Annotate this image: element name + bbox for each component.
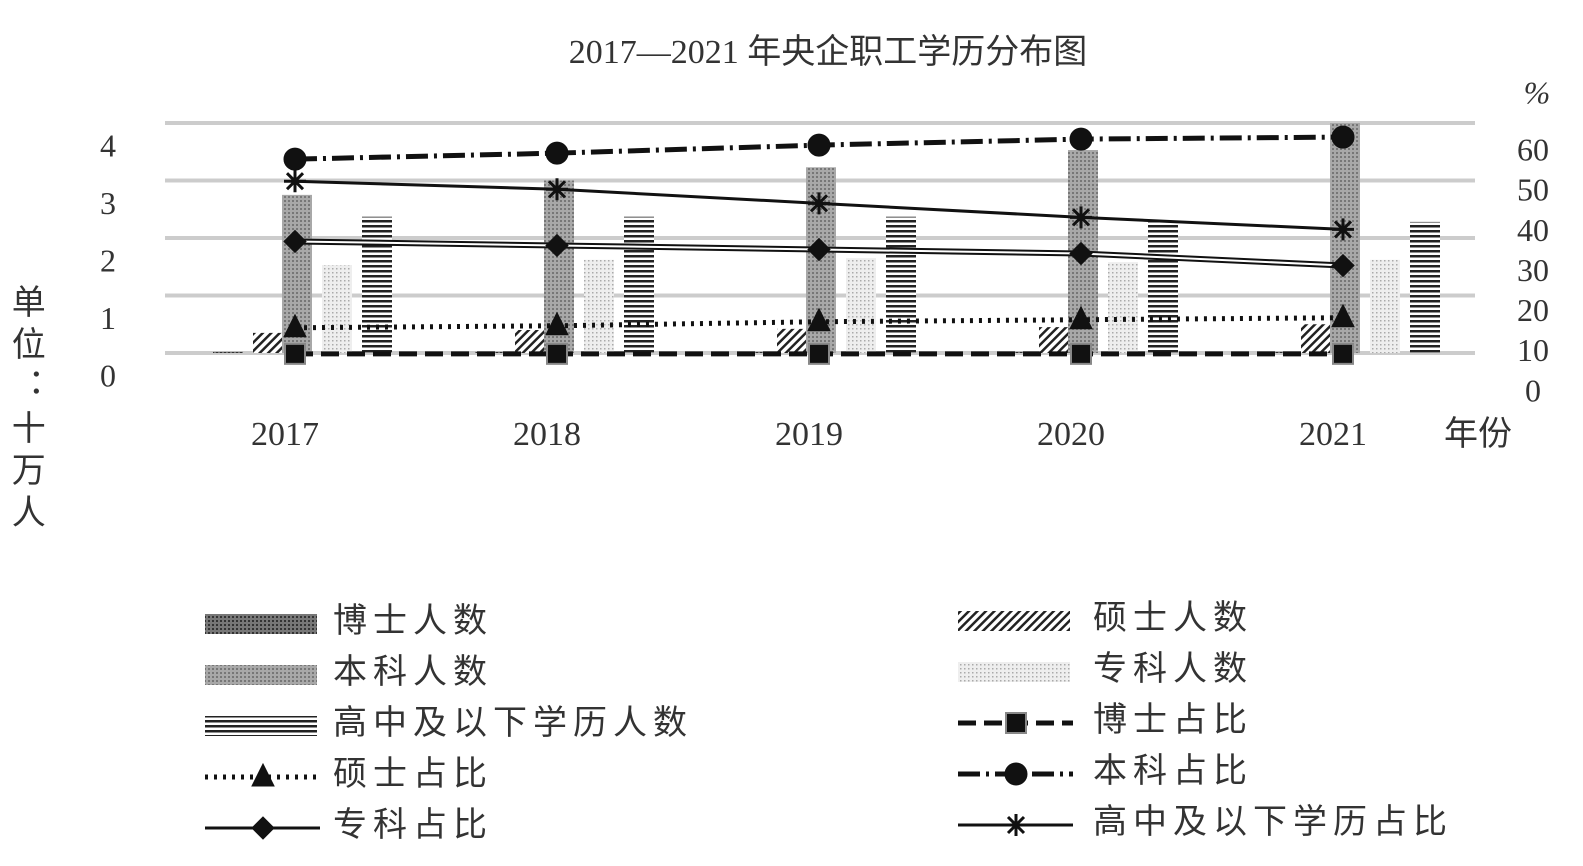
bar: [777, 328, 807, 353]
bar: [322, 265, 352, 353]
y-tick-label: 2: [100, 242, 116, 278]
marker: [1069, 127, 1093, 151]
bar: [213, 351, 243, 353]
y2-tick-label: 30: [1517, 252, 1549, 288]
marker: [1069, 241, 1093, 266]
x-tick-label: 2019: [775, 416, 843, 453]
marker: [807, 237, 831, 262]
y2-tick-label: 10: [1517, 332, 1549, 368]
legend-swatch: [958, 662, 1070, 682]
marker: [1070, 206, 1092, 229]
bar: [1301, 324, 1331, 353]
legend-marker: [1005, 712, 1027, 734]
marker: [808, 192, 830, 215]
y2-tick-label: 60: [1517, 131, 1549, 167]
legend-swatch: [205, 716, 317, 736]
x-tick-label: 2017: [251, 416, 319, 453]
legend-marker: [251, 762, 275, 787]
y-tick-label: 4: [100, 127, 116, 163]
bar: [253, 332, 283, 353]
legend-marker: [1005, 814, 1027, 836]
legend-label: 专科占比: [333, 806, 493, 844]
marker: [1070, 342, 1092, 365]
marker: [545, 311, 569, 336]
bar: [362, 216, 392, 353]
legend-label: 高中及以下学历占比: [1093, 803, 1453, 841]
y2-tick-label: 0: [1525, 372, 1541, 408]
legend-swatch: [205, 665, 317, 685]
legend-swatch: [205, 614, 317, 634]
legend-label: 硕士人数: [1093, 599, 1253, 637]
bar: [1261, 351, 1291, 353]
x-tick-label: 2020: [1037, 416, 1105, 453]
bar: [1148, 221, 1178, 353]
y-axis-label: 单位：十万人: [6, 284, 44, 536]
marker: [284, 342, 306, 365]
marker: [283, 147, 307, 171]
x-tick-label: 2021: [1299, 416, 1367, 453]
marker: [1332, 342, 1354, 365]
bar: [1108, 262, 1138, 353]
legend-label: 硕士占比: [333, 755, 493, 793]
bar: [624, 216, 654, 353]
bar: [515, 330, 545, 353]
legend-swatch: [958, 611, 1070, 631]
bar: [886, 216, 916, 353]
legend-marker: [1004, 762, 1028, 786]
marker: [807, 133, 831, 157]
marker: [807, 307, 831, 332]
bar: [1039, 327, 1069, 353]
x-tick-label: 2018: [513, 416, 581, 453]
marker: [546, 178, 568, 201]
bar: [1410, 221, 1440, 353]
marker: [284, 170, 306, 193]
x-axis-label: 年份: [1444, 415, 1512, 453]
marker: [283, 229, 307, 254]
legend-label: 博士占比: [1093, 701, 1253, 739]
y2-tick-label: 50: [1517, 172, 1549, 208]
bar: [1370, 259, 1400, 353]
y2-tick-label: 40: [1517, 212, 1549, 248]
marker: [283, 313, 307, 338]
marker: [808, 342, 830, 365]
marker: [1331, 303, 1355, 328]
y-tick-label: 0: [100, 357, 116, 393]
marker: [545, 233, 569, 258]
y-tick-label: 3: [100, 185, 116, 221]
y-tick-label: 1: [100, 300, 116, 336]
marker: [1331, 125, 1355, 149]
legend-label: 本科人数: [333, 653, 493, 691]
marker: [546, 342, 568, 365]
legend-label: 博士人数: [333, 602, 493, 640]
bar: [846, 258, 876, 353]
chart-title: 2017—2021 年央企职工学历分布图: [569, 33, 1088, 71]
bar: [584, 259, 614, 353]
legend-marker: [251, 816, 275, 840]
marker: [1332, 218, 1354, 241]
legend-label: 本科占比: [1093, 752, 1253, 790]
y2-axis-label: %: [1524, 74, 1551, 110]
marker: [545, 141, 569, 165]
marker: [1069, 305, 1093, 330]
y2-tick-label: 20: [1517, 292, 1549, 328]
legend-label: 专科人数: [1093, 650, 1253, 688]
marker: [1331, 253, 1355, 278]
legend-label: 高中及以下学历人数: [333, 704, 693, 742]
